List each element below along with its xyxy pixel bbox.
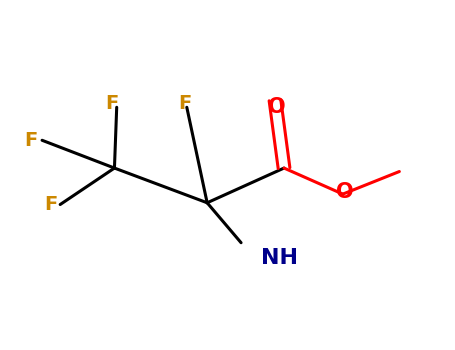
Text: NH: NH — [262, 248, 298, 268]
Text: F: F — [24, 131, 37, 150]
Text: F: F — [45, 195, 58, 214]
Text: O: O — [268, 97, 286, 117]
Text: F: F — [178, 94, 191, 113]
Text: O: O — [336, 182, 354, 202]
Text: F: F — [106, 94, 119, 113]
